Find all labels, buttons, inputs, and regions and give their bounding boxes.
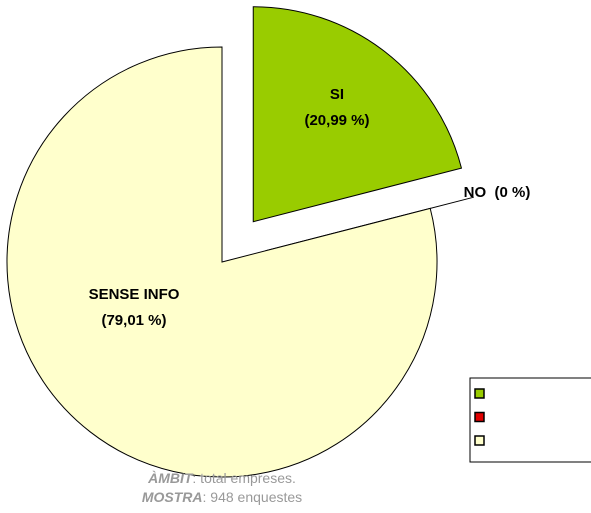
- note-label: ÀMBIT: [147, 470, 194, 486]
- pie: [6, 6, 474, 478]
- value-label: (79,01 %): [101, 312, 166, 329]
- note-text: : 948 enquestes: [203, 489, 303, 505]
- legend-swatch: [474, 388, 485, 399]
- category-label: SENSE INFO: [89, 286, 180, 303]
- legend-box: [469, 377, 591, 463]
- category-label: SI: [330, 86, 344, 103]
- pie-slice: [252, 6, 463, 223]
- labels: SI (20,99 %) NO (0 %) SENSE INFO (79,01 %): [89, 86, 531, 329]
- value-label: (20,99 %): [304, 112, 369, 129]
- legend-swatch: [474, 435, 485, 446]
- note: MOSTRA: 948 enquestes: [142, 489, 302, 505]
- category-label: NO: [464, 184, 487, 201]
- note: ÀMBIT: total empreses.: [147, 470, 296, 486]
- note-label: MOSTRA: [142, 489, 203, 505]
- value-label: (0 %): [495, 184, 531, 201]
- pie-slice: [6, 46, 438, 478]
- note-text: : total empreses.: [192, 470, 296, 486]
- legend: [474, 388, 485, 446]
- legend-swatch: [474, 411, 485, 423]
- slice-label: NO (0 %): [464, 184, 531, 201]
